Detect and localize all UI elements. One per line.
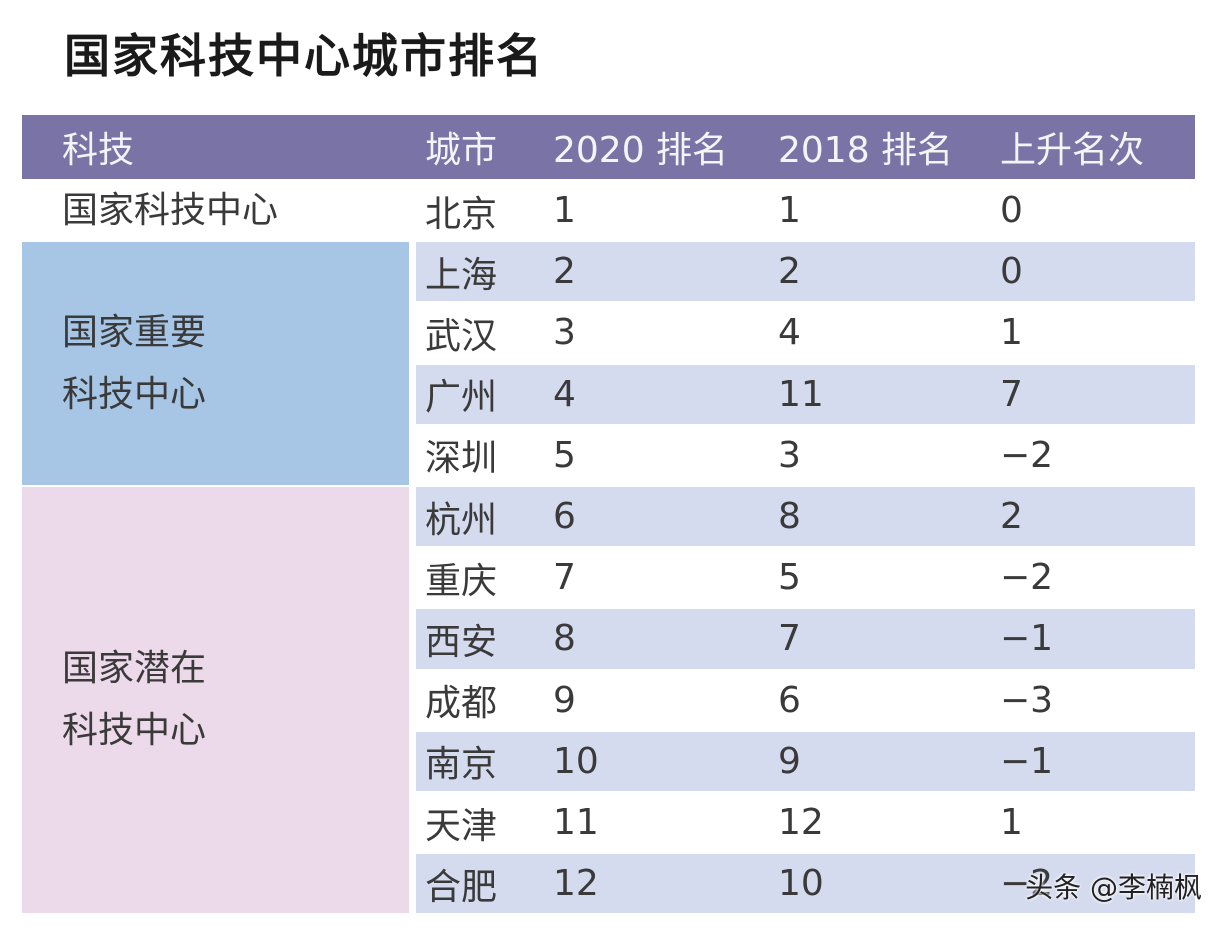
table-cell: −2 xyxy=(1000,434,1054,476)
table-cell: −3 xyxy=(1000,679,1054,721)
header-cell: 城市 xyxy=(425,130,498,171)
group-label-line: 国家重要 xyxy=(62,311,207,353)
title: 国家科技中心城市排名 xyxy=(64,29,544,83)
row-band xyxy=(416,731,1195,791)
row-band xyxy=(416,854,1195,914)
table-cell: 5 xyxy=(553,434,576,476)
table-cell: 7 xyxy=(553,557,576,599)
table-cell: 天津 xyxy=(425,805,498,847)
table-cell: 10 xyxy=(778,863,824,905)
group-label: 国家重要 科技中心 xyxy=(22,242,409,485)
table-cell: 合肥 xyxy=(425,866,498,908)
table-cell: 7 xyxy=(1000,373,1023,415)
row-band xyxy=(416,364,1195,424)
row-band xyxy=(416,487,1195,547)
group-label-line: 国家潜在 xyxy=(62,648,207,690)
table-cell: 6 xyxy=(553,496,576,538)
table-cell: 广州 xyxy=(425,377,498,419)
table-cell: 4 xyxy=(553,373,576,415)
table-cell: 1 xyxy=(1000,802,1023,844)
table-cell: 2 xyxy=(1000,496,1023,538)
table-cell: 0 xyxy=(1000,190,1023,232)
table-cell: 10 xyxy=(553,740,599,782)
table-cell: 重庆 xyxy=(425,560,498,602)
watermark: 头条 @李楠枫 xyxy=(1025,871,1202,904)
header-cell: 上升名次 xyxy=(1000,130,1145,171)
header-cell: 2018 排名 xyxy=(778,130,954,171)
table-cell: −1 xyxy=(1000,618,1054,660)
header-cell: 科技 xyxy=(62,130,135,171)
table-cell: 1 xyxy=(778,190,801,232)
table-cell: 12 xyxy=(553,863,599,905)
table-cell: 西安 xyxy=(425,621,498,663)
table-cell: 深圳 xyxy=(425,438,498,480)
table-cell: 5 xyxy=(778,557,801,599)
group-label: 国家科技中心 xyxy=(22,181,409,241)
table-cell: 2 xyxy=(553,251,576,293)
table-cell: 武汉 xyxy=(425,315,498,357)
table-cell: 南京 xyxy=(425,744,498,786)
row-band xyxy=(416,609,1195,669)
table-cell: 12 xyxy=(778,802,824,844)
table-cell: 杭州 xyxy=(425,499,498,541)
table-cell: 8 xyxy=(553,618,576,660)
table-cell: 2 xyxy=(778,251,801,293)
table-cell: 3 xyxy=(778,434,801,476)
table-cell: 1 xyxy=(553,190,576,232)
header-cell: 2020 排名 xyxy=(553,130,729,171)
table-cell: 11 xyxy=(778,373,824,415)
table-cell: 9 xyxy=(778,740,801,782)
table-cell: 4 xyxy=(778,312,801,354)
table-cell: 0 xyxy=(1000,251,1023,293)
table-cell: 6 xyxy=(778,679,801,721)
table-cell: 3 xyxy=(553,312,576,354)
table-cell: −2 xyxy=(1000,557,1054,599)
table-cell: 成都 xyxy=(425,683,498,725)
table-cell: 1 xyxy=(1000,312,1023,354)
group-label-line: 科技中心 xyxy=(62,373,207,415)
row-band xyxy=(416,242,1195,302)
table-cell: −2 xyxy=(1000,863,1054,905)
table-cell: 7 xyxy=(778,618,801,660)
group-label: 国家潜在 科技中心 xyxy=(22,487,409,914)
table-cell: 8 xyxy=(778,496,801,538)
table-cell: 9 xyxy=(553,679,576,721)
header-band xyxy=(22,115,1195,179)
group-label-line: 国家科技中心 xyxy=(62,189,279,231)
table-cell: 11 xyxy=(553,802,599,844)
group-label-line: 科技中心 xyxy=(62,710,207,752)
table-cell: 上海 xyxy=(425,254,498,296)
table-cell: 北京 xyxy=(425,193,498,235)
table-cell: −1 xyxy=(1000,740,1054,782)
